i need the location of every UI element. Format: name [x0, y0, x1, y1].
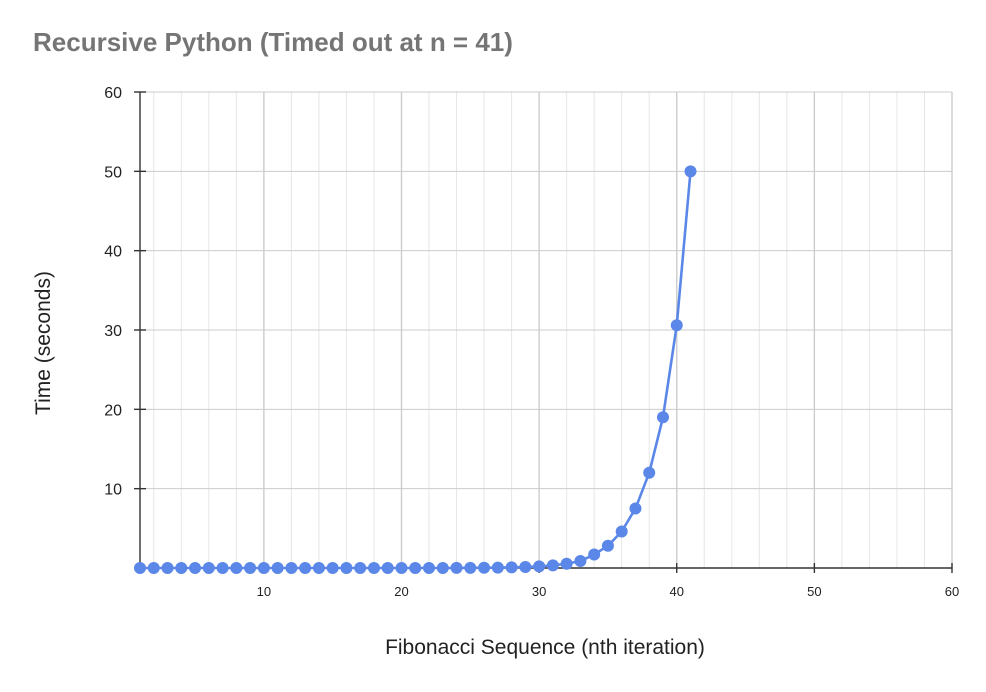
y-tick-label: 40	[104, 244, 122, 261]
data-point	[189, 562, 202, 574]
y-tick-label: 50	[104, 164, 122, 181]
data-point	[601, 539, 614, 552]
y-tick-label: 20	[104, 402, 122, 419]
y-tick-label: 30	[104, 323, 122, 340]
axes	[134, 91, 953, 573]
data-point	[230, 562, 243, 574]
data-point	[491, 561, 504, 574]
data-point	[450, 561, 463, 574]
data-point	[546, 559, 559, 572]
data-point	[656, 411, 669, 424]
data-point	[147, 562, 160, 574]
data-point	[670, 319, 683, 332]
data-point	[161, 562, 174, 574]
data-point	[560, 557, 573, 570]
data-point	[574, 555, 587, 568]
data-point	[216, 562, 229, 574]
data-point	[519, 560, 532, 573]
series-line	[140, 171, 692, 570]
data-point	[326, 562, 339, 574]
data-point	[340, 562, 353, 574]
x-tick-label: 60	[945, 584, 959, 599]
x-tick-label: 20	[394, 584, 408, 599]
data-point	[285, 562, 298, 574]
grid-lines	[140, 91, 953, 568]
data-point	[464, 561, 477, 574]
data-point	[312, 562, 325, 574]
y-axis-title: Time (seconds)	[32, 271, 55, 415]
data-point	[409, 562, 422, 574]
data-point	[244, 562, 257, 574]
data-point	[134, 562, 146, 574]
data-point	[299, 562, 312, 574]
data-point	[367, 562, 380, 574]
x-tick-label: 30	[532, 584, 546, 599]
data-point	[271, 562, 284, 574]
x-tick-label: 10	[257, 584, 271, 599]
data-point	[643, 466, 656, 479]
data-point	[436, 562, 449, 574]
data-point	[354, 562, 367, 574]
chart-title: Recursive Python (Timed out at n = 41)	[33, 27, 513, 57]
data-point	[395, 562, 408, 574]
data-point	[533, 560, 546, 573]
series	[134, 165, 697, 574]
data-point	[629, 502, 642, 515]
data-point	[615, 525, 628, 538]
tick-labels: 10 20 30 40 50 60 10 20 30 40 50 60	[104, 85, 959, 599]
x-tick-label: 50	[807, 584, 821, 599]
data-point	[478, 561, 491, 574]
data-point	[202, 562, 215, 574]
y-tick-label: 10	[104, 482, 122, 499]
data-point	[175, 562, 188, 574]
data-point	[684, 165, 697, 178]
data-point	[423, 562, 436, 574]
data-point	[588, 548, 601, 561]
x-axis-title: Fibonacci Sequence (nth iteration)	[385, 636, 705, 659]
data-point	[257, 562, 270, 574]
y-tick-label: 60	[104, 85, 122, 102]
data-point	[381, 562, 394, 574]
data-point	[505, 561, 518, 574]
x-tick-label: 40	[670, 584, 684, 599]
